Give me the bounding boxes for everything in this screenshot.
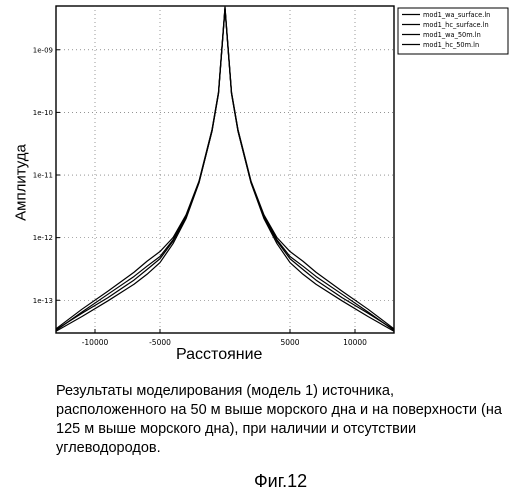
y-tick-label: 1e-13 (33, 297, 53, 305)
legend-label: mod1_hc_50m.ln (423, 41, 479, 49)
series-line-3 (56, 7, 394, 330)
legend-label: mod1_wa_surface.ln (423, 11, 490, 19)
x-tick-label: -10000 (82, 338, 109, 347)
x-tick-label: 5000 (280, 338, 299, 347)
x-axis-label: Расстояние (176, 346, 262, 364)
grid (56, 6, 394, 333)
x-tick-label: -5000 (149, 338, 171, 347)
legend-label: mod1_hc_surface.ln (423, 21, 489, 29)
series-line-4 (56, 7, 394, 329)
figure-label: Фиг.12 (254, 471, 307, 492)
legend-label: mod1_wa_50m.ln (423, 31, 481, 39)
x-tick-label: 10000 (343, 338, 367, 347)
series-group (56, 7, 394, 331)
y-tick-label: 1e-10 (33, 109, 53, 117)
series-line-1 (56, 9, 394, 331)
y-tick-label: 1e-11 (33, 172, 53, 180)
axis-ticks: -10000 -5000 5000 10000 1e-09 1e-10 1e-11 1e-12… (33, 46, 367, 347)
figure-caption: Результаты моделирования (модель 1) исто… (56, 382, 506, 458)
chart: -10000 -5000 5000 10000 1e-09 1e-10 1e-11 1e-12… (0, 0, 510, 372)
plot-frame (56, 6, 394, 333)
y-axis-label: Амплитуда (13, 123, 30, 243)
y-tick-label: 1e-12 (33, 234, 53, 242)
series-line-2 (56, 9, 394, 330)
legend: mod1_wa_surface.ln mod1_hc_surface.ln mod1… (398, 8, 508, 54)
y-tick-label: 1e-09 (33, 46, 53, 54)
